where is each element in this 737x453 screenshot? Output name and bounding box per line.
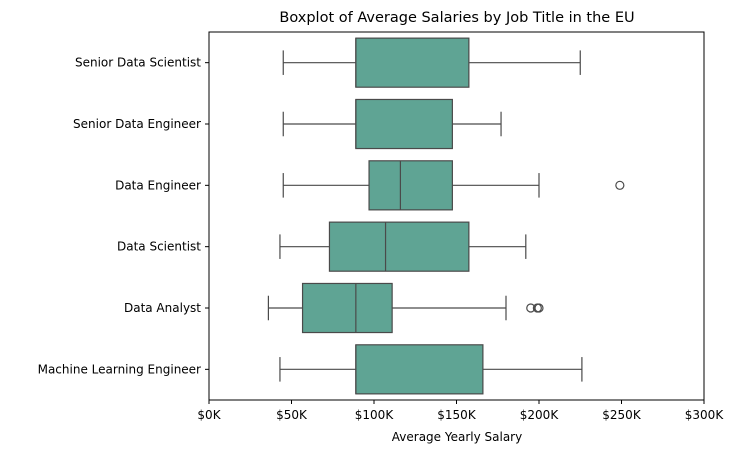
y-tick-label: Senior Data Scientist bbox=[75, 56, 201, 70]
box-iqr bbox=[355, 37, 470, 88]
box-group bbox=[282, 98, 502, 150]
y-tick-label: Data Scientist bbox=[117, 240, 201, 254]
box-iqr bbox=[355, 98, 453, 150]
box-iqr bbox=[355, 344, 484, 395]
box-iqr bbox=[328, 221, 470, 272]
box-group bbox=[279, 344, 583, 395]
plot-area bbox=[267, 37, 625, 395]
x-tick-label: $50K bbox=[276, 408, 308, 422]
x-tick-label: $150K bbox=[437, 408, 477, 422]
y-tick-label: Data Engineer bbox=[115, 178, 201, 192]
x-tick-label: $250K bbox=[602, 408, 642, 422]
outlier-point bbox=[615, 180, 625, 190]
y-tick-label: Data Analyst bbox=[124, 301, 201, 315]
box-group bbox=[282, 37, 581, 88]
chart-title: Boxplot of Average Salaries by Job Title… bbox=[279, 10, 634, 26]
x-axis: $0K $50K $100K $150K $200K $250K $300K bbox=[197, 400, 724, 422]
outlier-point bbox=[534, 303, 544, 313]
y-tick-label: Senior Data Engineer bbox=[73, 117, 201, 131]
box-group bbox=[282, 160, 625, 211]
y-tick-label: Machine Learning Engineer bbox=[38, 362, 201, 376]
x-tick-label: $100K bbox=[355, 408, 395, 422]
box-group bbox=[267, 282, 544, 334]
x-tick-label: $0K bbox=[197, 408, 221, 422]
x-tick-label: $300K bbox=[685, 408, 725, 422]
box-group bbox=[279, 221, 527, 272]
box-iqr bbox=[301, 282, 393, 334]
x-tick-label: $200K bbox=[520, 408, 560, 422]
box-iqr bbox=[368, 160, 453, 211]
y-axis: Senior Data Scientist Senior Data Enginee… bbox=[38, 56, 209, 376]
x-axis-label: Average Yearly Salary bbox=[392, 430, 522, 444]
